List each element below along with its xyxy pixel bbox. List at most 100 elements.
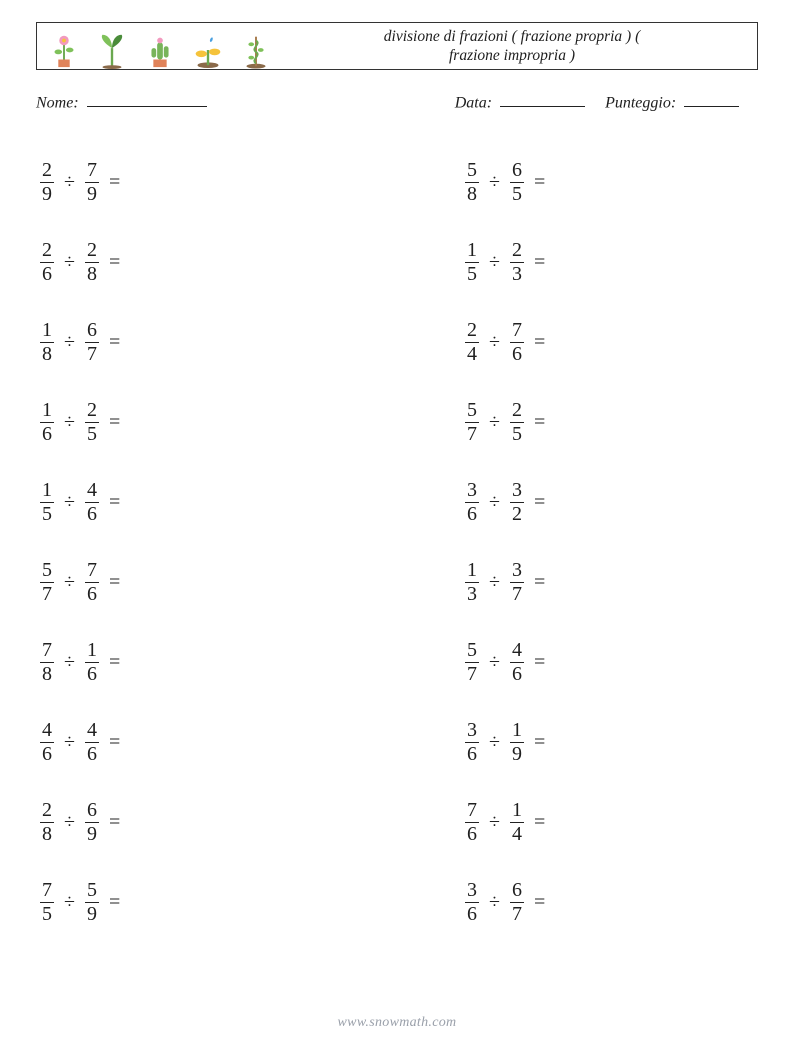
fraction: 13: [465, 560, 479, 605]
fraction: 46: [85, 720, 99, 765]
fraction: 23: [510, 240, 524, 285]
problems-grid: 29÷79=26÷28=18÷67=16÷25=15÷46=57÷76=78÷1…: [36, 142, 758, 942]
equals-symbol: =: [534, 491, 545, 514]
equals-symbol: =: [109, 411, 120, 434]
fraction: 76: [510, 320, 524, 365]
equals-symbol: =: [109, 651, 120, 674]
title-line-1: divisione di frazioni ( frazione propria…: [279, 27, 745, 46]
problem-row: 18÷67=: [36, 302, 397, 382]
fraction-denominator: 8: [85, 264, 99, 285]
fraction-numerator: 1: [40, 480, 54, 501]
divide-symbol: ÷: [64, 571, 75, 594]
fraction: 69: [85, 800, 99, 845]
fraction: 29: [40, 160, 54, 205]
problem-row: 57÷25=: [397, 382, 758, 462]
fraction-denominator: 4: [510, 824, 524, 845]
equals-symbol: =: [534, 731, 545, 754]
fraction-numerator: 5: [465, 400, 479, 421]
score-blank[interactable]: [684, 92, 739, 107]
fraction-denominator: 6: [465, 744, 479, 765]
divide-symbol: ÷: [489, 251, 500, 274]
fraction-numerator: 1: [85, 640, 99, 661]
fraction-numerator: 7: [85, 560, 99, 581]
fraction: 32: [510, 480, 524, 525]
fraction-denominator: 2: [510, 504, 524, 525]
fraction: 67: [510, 880, 524, 925]
equals-symbol: =: [109, 571, 120, 594]
equals-symbol: =: [534, 891, 545, 914]
fraction-denominator: 4: [465, 344, 479, 365]
fraction-denominator: 7: [40, 584, 54, 605]
problem-row: 46÷46=: [36, 702, 397, 782]
fraction-numerator: 1: [40, 320, 54, 341]
fraction: 46: [40, 720, 54, 765]
fraction: 75: [40, 880, 54, 925]
divide-symbol: ÷: [489, 411, 500, 434]
fraction-denominator: 5: [40, 504, 54, 525]
equals-symbol: =: [109, 171, 120, 194]
equals-symbol: =: [534, 811, 545, 834]
divide-symbol: ÷: [64, 491, 75, 514]
problem-row: 57÷76=: [36, 542, 397, 622]
fraction-numerator: 3: [510, 480, 524, 501]
cactus-icon: [141, 31, 179, 69]
fraction-denominator: 9: [85, 904, 99, 925]
fraction-denominator: 6: [85, 744, 99, 765]
fraction: 46: [85, 480, 99, 525]
date-blank[interactable]: [500, 92, 585, 107]
fraction: 46: [510, 640, 524, 685]
header-banner: divisione di frazioni ( frazione propria…: [36, 22, 758, 70]
fraction-denominator: 6: [465, 904, 479, 925]
fraction-numerator: 3: [510, 560, 524, 581]
fraction-numerator: 1: [465, 240, 479, 261]
fraction-numerator: 6: [85, 800, 99, 821]
equals-symbol: =: [109, 491, 120, 514]
fraction: 25: [85, 400, 99, 445]
divide-symbol: ÷: [489, 171, 500, 194]
equals-symbol: =: [534, 411, 545, 434]
divide-symbol: ÷: [64, 651, 75, 674]
fraction-numerator: 7: [85, 160, 99, 181]
problem-row: 1 5 ÷ 46 =: [36, 462, 397, 542]
problem-row: 58÷65=: [397, 142, 758, 222]
fraction: 79: [85, 160, 99, 205]
problem-row: 29 ÷ 79 =: [36, 142, 397, 222]
divide-symbol: ÷: [64, 331, 75, 354]
fraction: 37: [510, 560, 524, 605]
fraction-numerator: 3: [465, 480, 479, 501]
footer: www.snowmath.com: [0, 1015, 794, 1031]
fraction: 36: [465, 480, 479, 525]
fraction-denominator: 9: [85, 824, 99, 845]
divide-symbol: ÷: [489, 891, 500, 914]
equals-symbol: =: [109, 731, 120, 754]
fraction-numerator: 1: [40, 400, 54, 421]
fraction-numerator: 7: [40, 640, 54, 661]
fraction: 78: [40, 640, 54, 685]
fraction: 16: [85, 640, 99, 685]
fraction-denominator: 7: [465, 664, 479, 685]
fraction-denominator: 3: [510, 264, 524, 285]
fraction-denominator: 6: [85, 664, 99, 685]
problems-column-left: 29÷79=26÷28=18÷67=16÷25=15÷46=57÷76=78÷1…: [36, 142, 397, 942]
fraction-denominator: 8: [465, 184, 479, 205]
fraction: 19: [510, 720, 524, 765]
fraction: 16: [40, 400, 54, 445]
fraction-numerator: 4: [85, 480, 99, 501]
fraction-denominator: 6: [85, 584, 99, 605]
divide-symbol: ÷: [489, 731, 500, 754]
fraction-denominator: 6: [40, 424, 54, 445]
fraction-denominator: 6: [40, 264, 54, 285]
problem-row: 75÷59=: [36, 862, 397, 942]
fraction: 28: [40, 800, 54, 845]
equals-symbol: =: [534, 571, 545, 594]
footer-url: www.snowmath.com: [338, 1015, 457, 1030]
name-blank[interactable]: [87, 92, 207, 107]
divide-symbol: ÷: [64, 171, 75, 194]
problem-row: 26÷28=: [36, 222, 397, 302]
fraction-denominator: 5: [85, 424, 99, 445]
fraction-numerator: 7: [40, 880, 54, 901]
problem-row: 16÷25=: [36, 382, 397, 462]
fraction-numerator: 4: [40, 720, 54, 741]
fraction-numerator: 5: [465, 160, 479, 181]
fraction-numerator: 6: [510, 880, 524, 901]
